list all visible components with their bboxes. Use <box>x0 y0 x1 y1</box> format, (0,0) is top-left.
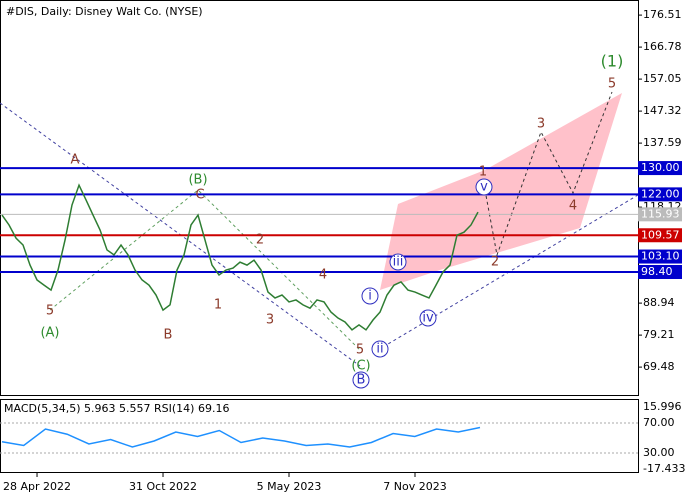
level-box <box>638 187 682 202</box>
wave-label: (C) <box>351 359 370 374</box>
rsi-tick-label: 70.00 <box>643 416 675 429</box>
x-tick-label: 5 May 2023 <box>257 480 322 493</box>
chart-title: #DIS, Daily: Disney Walt Co. (NYSE) <box>6 5 203 18</box>
wave-label: 3 <box>266 313 274 328</box>
indicator-title: MACD(5,34,5) 5.963 5.557 RSI(14) 69.16 <box>4 402 229 415</box>
level-label: 103.10 <box>641 250 680 263</box>
wave-label: 4 <box>569 199 577 214</box>
y-tick-label: 176.51 <box>643 8 682 21</box>
wave-label: (1) <box>601 52 624 71</box>
forecast-zone <box>380 93 622 290</box>
wave-label: 2 <box>491 255 499 270</box>
y-tick-label: 157.05 <box>643 72 682 85</box>
wave-label: (B) <box>188 173 207 188</box>
level-box <box>638 161 682 176</box>
wave-label: 5 <box>46 304 54 319</box>
wave-label: ii <box>376 342 383 357</box>
x-tick-label: 31 Oct 2022 <box>129 480 197 493</box>
level-label: 122.00 <box>641 187 680 200</box>
x-tick-label: 7 Nov 2023 <box>383 480 446 493</box>
wave-label: 5 <box>608 77 616 92</box>
rsi-line <box>1 426 481 448</box>
current-price-label: 115.93 <box>641 207 680 220</box>
indicator-frame <box>0 399 639 473</box>
wave-label: C <box>195 188 204 203</box>
y-tick-label: 166.78 <box>643 40 682 53</box>
wave-label: A <box>71 153 80 168</box>
level-label: 98.40 <box>641 265 673 278</box>
annotation-circle <box>352 371 370 389</box>
level-box <box>638 249 682 264</box>
wave-label: 1 <box>214 298 222 313</box>
wave-label: 3 <box>537 117 545 132</box>
y-tick-label: 147.32 <box>643 104 682 117</box>
rsi-tick-label: 30.00 <box>643 446 675 459</box>
level-label: 109.57 <box>641 228 680 241</box>
level-box <box>638 264 682 279</box>
wave-label: iii <box>393 255 404 270</box>
level-label: 130.00 <box>641 161 680 174</box>
wave-line <box>49 189 361 351</box>
y-tick-label: 137.59 <box>643 136 682 149</box>
wave-label: 5 <box>356 343 364 358</box>
wave-label: i <box>368 289 372 304</box>
wave-label: 2 <box>256 233 264 248</box>
forecast-path <box>484 91 613 257</box>
wave-label: iv <box>422 311 434 326</box>
price-line <box>1 183 479 331</box>
macd-scale-label: -17.433 <box>643 462 685 475</box>
wave-label: 4 <box>319 268 327 283</box>
annotation-circle <box>361 287 379 305</box>
annotation-circle <box>371 340 389 358</box>
wave-label: B <box>357 373 366 388</box>
annotation-circle <box>419 309 437 327</box>
y-tick-label: 88.94 <box>643 296 675 309</box>
wave-label: (A) <box>40 326 59 341</box>
x-tick-label: 28 Apr 2022 <box>3 480 71 493</box>
macd-scale-label: 15.996 <box>643 400 682 413</box>
wave-label: v <box>480 180 488 195</box>
current-price-box <box>638 207 682 222</box>
y-tick-label: 79.21 <box>643 328 675 341</box>
level-box <box>638 228 682 243</box>
annotation-circle <box>475 178 493 196</box>
wave-label: B <box>164 328 173 343</box>
wave-label: 1 <box>479 165 487 180</box>
annotation-circle <box>389 253 407 271</box>
y-tick-label: 69.48 <box>643 360 675 373</box>
